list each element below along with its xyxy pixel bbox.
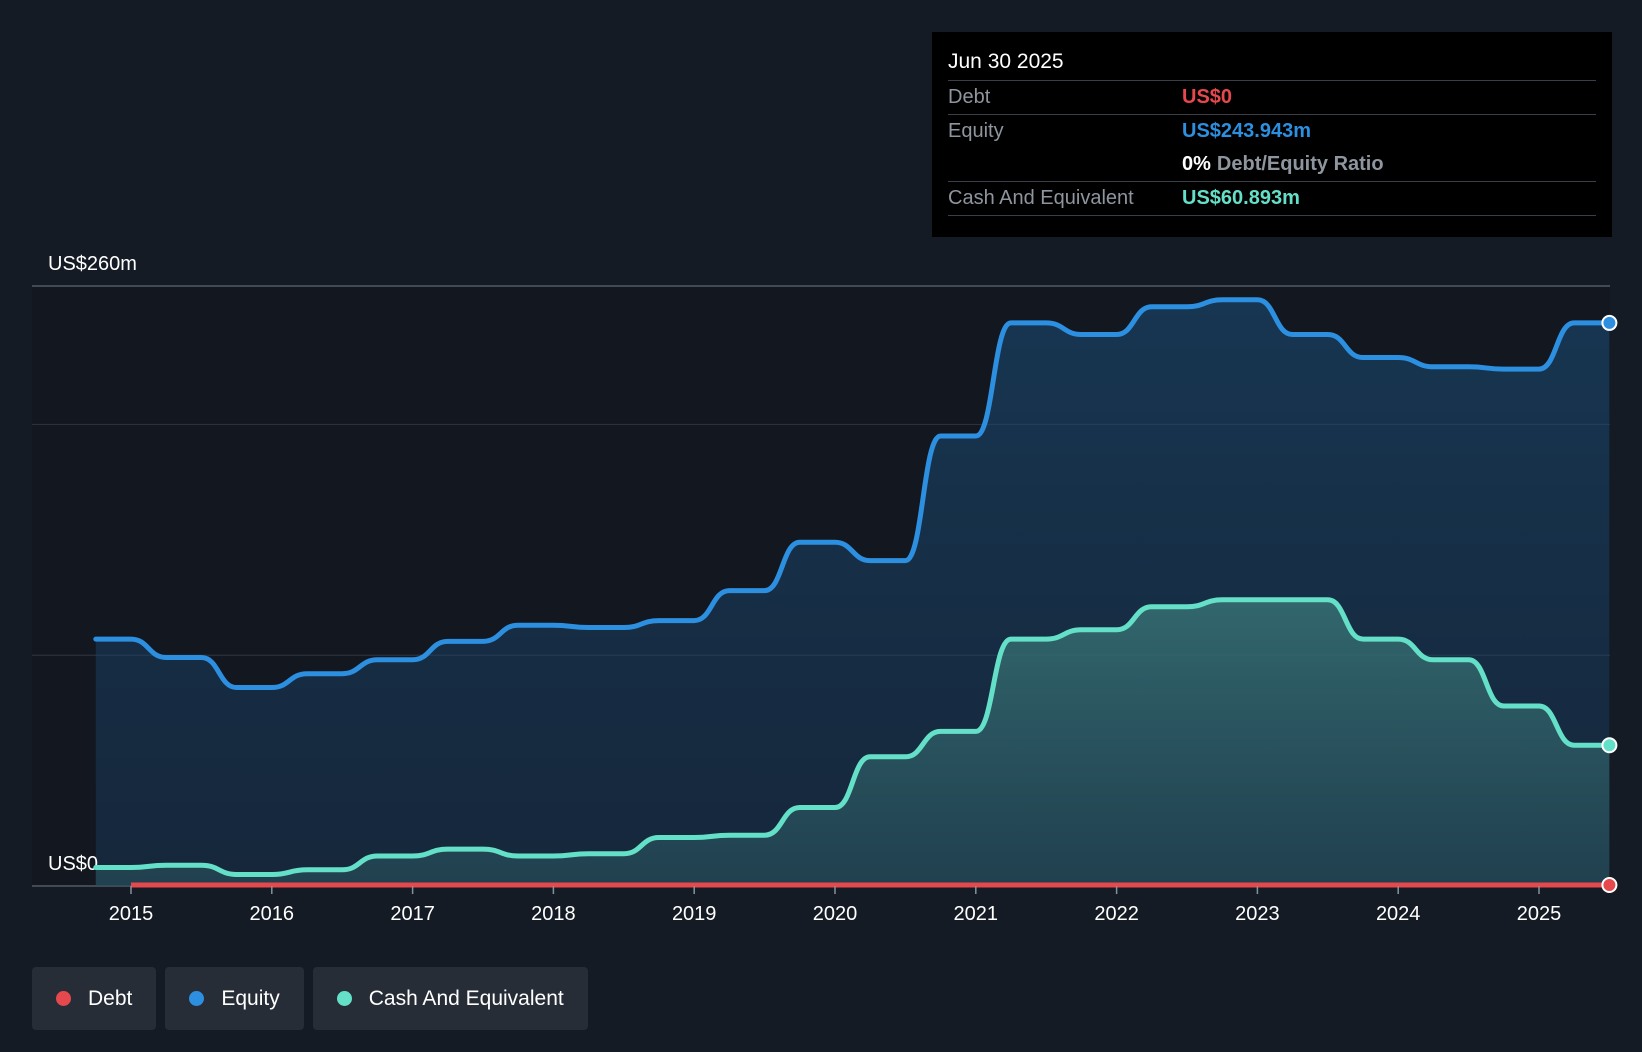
x-tick-label: 2017 — [390, 903, 435, 925]
legend-item-debt[interactable]: Debt — [32, 967, 157, 1030]
x-tick-label: 2021 — [954, 903, 999, 925]
x-tick-label: 2024 — [1376, 903, 1421, 925]
x-tick-label: 2020 — [813, 903, 858, 925]
tooltip-cash-row: Cash And Equivalent US$60.893m — [948, 182, 1596, 216]
y-max-label: US$260m — [48, 253, 137, 275]
tooltip-panel: Jun 30 2025 Debt US$0 Equity US$243.943m… — [932, 32, 1612, 237]
cash-line — [93, 597, 1612, 877]
tooltip-debt-row: Debt US$0 — [948, 81, 1596, 115]
tooltip-cash-label: Cash And Equivalent — [948, 187, 1134, 209]
x-tick-label: 2023 — [1235, 903, 1280, 925]
y-min-label: US$0 — [48, 853, 98, 875]
tooltip-ratio-label: Debt/Equity Ratio — [1216, 153, 1384, 175]
debt-dot-icon — [56, 991, 71, 1006]
tooltip-ratio-value: 0% — [1182, 153, 1211, 175]
x-tick-label: 2016 — [250, 903, 295, 925]
legend-item-equity[interactable]: Equity — [165, 967, 304, 1030]
x-tick-label: 2015 — [109, 903, 154, 925]
equity-line — [93, 297, 1612, 690]
equity-dot-icon — [189, 991, 205, 1006]
x-tick-label: 2018 — [531, 903, 576, 925]
cash-endpoint — [1601, 737, 1618, 754]
x-tick-label: 2025 — [1517, 903, 1562, 925]
cash-area — [95, 599, 1610, 886]
tooltip-equity-row: Equity US$243.943m — [948, 115, 1596, 148]
tooltip-equity-label: Equity — [948, 120, 1004, 142]
equity-endpoint — [1601, 314, 1618, 331]
chart-legend: Debt Equity Cash And Equivalent — [32, 967, 588, 1030]
legend-item-cash[interactable]: Cash And Equivalent — [312, 967, 588, 1030]
tooltip-debt-value: US$0 — [1182, 86, 1233, 108]
x-tick-label: 2019 — [672, 903, 717, 925]
debt-endpoint — [1601, 877, 1618, 893]
x-tick-label: 2022 — [1094, 903, 1139, 925]
tooltip-cash-value: US$60.893m — [1182, 187, 1300, 209]
tooltip-ratio-row: 0% Debt/Equity Ratio — [948, 148, 1596, 182]
tooltip-debt-label: Debt — [948, 86, 991, 108]
legend-label-cash: Cash And Equivalent — [368, 986, 564, 1010]
tooltip-equity-value: US$243.943m — [1182, 120, 1311, 142]
legend-label-debt: Debt — [88, 986, 133, 1010]
cash-dot-icon — [336, 991, 352, 1006]
legend-label-equity: Equity — [221, 986, 280, 1010]
tooltip-date: Jun 30 2025 — [948, 44, 1596, 81]
